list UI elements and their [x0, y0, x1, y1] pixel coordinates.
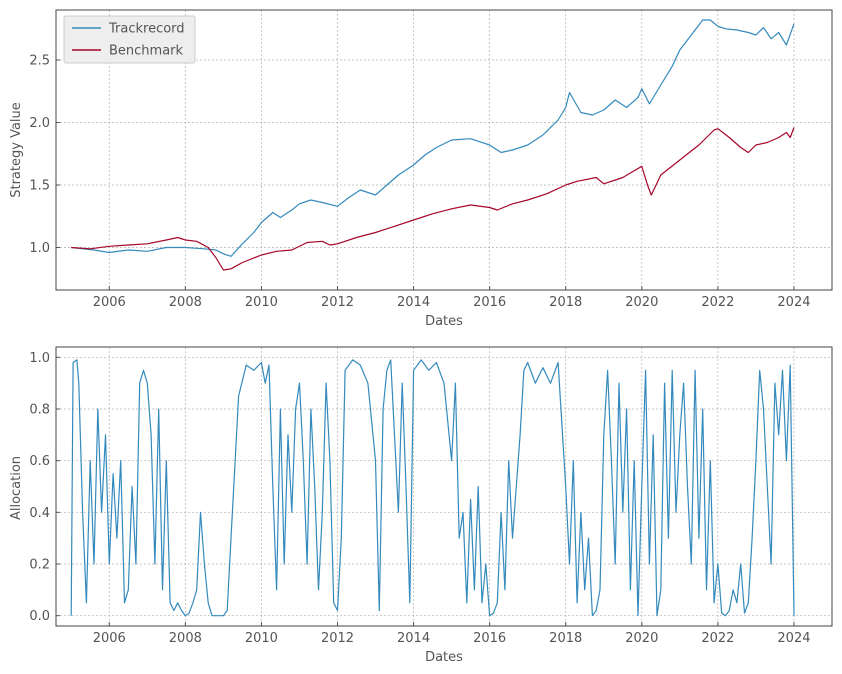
x-tick-label: 2018 — [549, 631, 582, 646]
y-tick-label: 0.4 — [29, 506, 50, 521]
chart1-frame — [55, 346, 833, 627]
x-tick-label: 2020 — [625, 295, 658, 310]
x-tick-label: 2024 — [777, 631, 810, 646]
chart1-grid — [56, 347, 832, 626]
series-line-trackrecord — [71, 19, 795, 257]
chart0-ylabel: Strategy Value — [9, 102, 24, 198]
y-tick-label: 1.0 — [29, 241, 50, 256]
y-tick-label: 0.0 — [29, 609, 50, 624]
x-tick-label: 2006 — [93, 295, 126, 310]
chart0-xlabel: Dates — [425, 314, 463, 329]
strategy-value-chart: Strategy Value Dates 2006 2008 2010 2012 201… — [9, 9, 833, 329]
chart1-xlabel: Dates — [425, 650, 463, 665]
y-tick-label: 1.5 — [29, 179, 50, 194]
legend: Trackrecord Benchmark — [63, 15, 196, 64]
x-tick-label: 2018 — [549, 295, 582, 310]
x-tick-label: 2014 — [397, 631, 430, 646]
series-line-allocation — [70, 359, 795, 617]
x-tick-label: 2016 — [473, 295, 506, 310]
x-tick-label: 2006 — [93, 631, 126, 646]
y-tick-label: 0.8 — [29, 403, 50, 418]
legend-label: Benchmark — [109, 44, 184, 59]
x-tick-label: 2010 — [245, 631, 278, 646]
x-tick-label: 2020 — [625, 631, 658, 646]
y-tick-label: 1.0 — [29, 351, 50, 366]
x-tick-label: 2008 — [169, 631, 202, 646]
x-tick-label: 2022 — [701, 631, 734, 646]
x-tick-label: 2022 — [701, 295, 734, 310]
x-tick-label: 2012 — [321, 631, 354, 646]
y-tick-label: 2.5 — [29, 54, 50, 69]
y-tick-label: 0.6 — [29, 454, 50, 469]
x-tick-label: 2012 — [321, 295, 354, 310]
x-tick-label: 2016 — [473, 631, 506, 646]
y-tick-label: 0.2 — [29, 558, 50, 573]
chart1-ylabel: Allocation — [9, 456, 24, 520]
series-line-benchmark — [71, 127, 795, 271]
y-tick-label: 2.0 — [29, 116, 50, 131]
x-tick-label: 2008 — [169, 295, 202, 310]
x-tick-label: 2014 — [397, 295, 430, 310]
legend-label: Trackrecord — [108, 22, 185, 37]
x-tick-label: 2010 — [245, 295, 278, 310]
chart0-frame — [55, 9, 833, 291]
allocation-chart: Allocation Dates 2006 2008 2010 2012 2014 201… — [9, 346, 833, 665]
x-tick-label: 2024 — [777, 295, 810, 310]
